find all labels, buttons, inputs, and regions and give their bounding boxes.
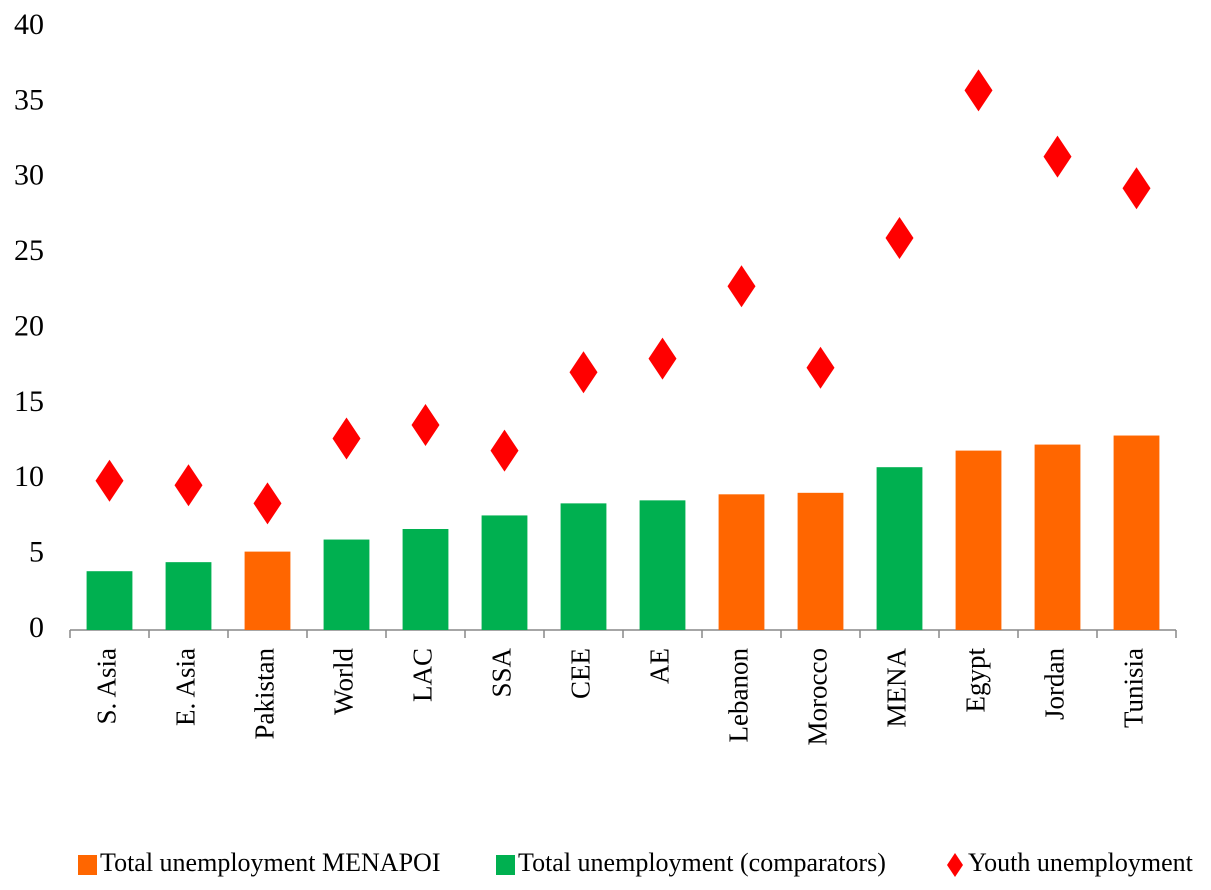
x-tick-label: Lebanon	[724, 648, 754, 743]
bar	[876, 467, 923, 630]
y-tick-label: 10	[14, 460, 44, 493]
y-tick-label: 25	[14, 234, 44, 267]
marker	[253, 482, 282, 525]
y-tick-label: 35	[14, 83, 44, 116]
bar	[1113, 435, 1160, 630]
bar	[639, 500, 686, 630]
y-tick-label: 0	[29, 611, 44, 644]
marker	[964, 69, 993, 112]
bar	[244, 551, 291, 630]
x-tick-label: S. Asia	[92, 648, 122, 725]
x-tick-label: LAC	[408, 648, 438, 702]
bar	[86, 571, 133, 630]
marker	[1122, 167, 1151, 210]
marker	[569, 351, 598, 394]
legend-label: Total unemployment (comparators)	[518, 848, 886, 877]
marker	[648, 337, 677, 380]
x-tick-label: Tunisia	[1119, 648, 1149, 728]
x-tick-label: Pakistan	[250, 648, 280, 740]
bar	[165, 562, 212, 630]
legend-swatch	[496, 855, 515, 875]
marker	[411, 403, 440, 446]
x-tick-label: Egypt	[961, 648, 991, 713]
bar	[323, 539, 370, 630]
bar	[402, 528, 449, 630]
x-tick-label: E. Asia	[171, 648, 201, 726]
x-tick-label: Morocco	[803, 648, 833, 745]
marker	[95, 459, 124, 502]
legend-label: Total unemployment MENAPOI	[100, 848, 440, 877]
marker	[885, 217, 914, 260]
bar	[560, 503, 607, 630]
bar	[1034, 444, 1081, 630]
marker	[727, 265, 756, 308]
x-tick-label: MENA	[882, 648, 912, 728]
marker	[332, 417, 361, 460]
y-tick-label: 15	[14, 385, 44, 418]
y-tick-label: 40	[14, 8, 44, 41]
marker	[174, 464, 203, 507]
x-tick-label: SSA	[487, 647, 517, 697]
marker	[1043, 135, 1072, 178]
bar	[955, 450, 1002, 630]
y-tick-label: 30	[14, 159, 44, 192]
y-tick-label: 20	[14, 309, 44, 342]
legend-swatch	[78, 855, 97, 875]
legend-label: Youth unemployment	[968, 848, 1194, 877]
bar	[718, 494, 765, 630]
x-tick-label: World	[329, 648, 359, 715]
x-tick-label: CEE	[566, 648, 596, 699]
y-tick-label: 5	[29, 536, 44, 569]
bar	[481, 515, 528, 630]
marker	[806, 346, 835, 389]
marker	[490, 429, 519, 472]
x-tick-label: Jordan	[1040, 648, 1070, 720]
legend-marker	[947, 853, 963, 877]
bar	[797, 492, 844, 630]
x-tick-label: AE	[645, 648, 675, 684]
